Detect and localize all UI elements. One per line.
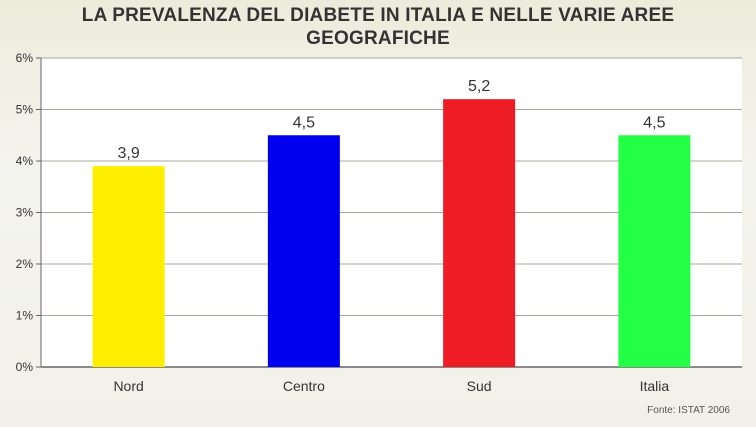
x-tick-label: Centro (283, 378, 325, 394)
y-tick-label: 0% (16, 360, 34, 374)
data-label: 4,5 (293, 114, 315, 131)
bar-centro (267, 135, 340, 367)
y-tick-label: 1% (16, 309, 34, 323)
y-tick-label: 2% (16, 257, 34, 271)
chart-title-line-1: LA PREVALENZA DEL DIABETE IN ITALIA E NE… (81, 5, 675, 26)
bar-sud (443, 99, 516, 367)
bar-nord (92, 166, 165, 367)
data-label: 4,5 (643, 114, 665, 131)
y-tick-label: 5% (16, 103, 34, 117)
source-note: Fonte: ISTAT 2006 (647, 405, 730, 416)
y-tick-label: 3% (16, 206, 34, 220)
data-label: 3,9 (118, 145, 140, 162)
x-tick-label: Italia (640, 378, 670, 394)
x-tick-label: Nord (113, 378, 143, 394)
x-tick-label: Sud (467, 378, 492, 394)
y-tick-label: 4% (16, 154, 34, 168)
chart-title-line-2: GEOGRAFICHE (306, 28, 450, 49)
chart-title: LA PREVALENZA DEL DIABETE IN ITALIA E NE… (0, 4, 756, 50)
bar-italia (618, 135, 691, 367)
y-tick-label: 6% (16, 51, 34, 65)
data-label: 5,2 (468, 78, 490, 95)
